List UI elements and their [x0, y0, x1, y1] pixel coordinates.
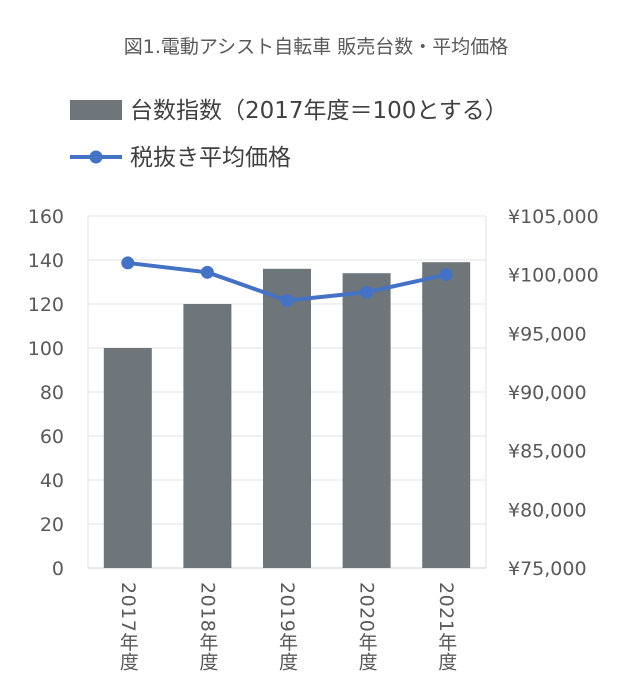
x-axis-tick-label: 2017年度: [117, 582, 139, 671]
x-axis-tick-label: 2018年度: [196, 582, 218, 671]
x-axis-tick-label: 2020年度: [356, 582, 378, 671]
bar: [103, 348, 152, 568]
right-axis-tick-label: ¥75,000: [508, 558, 587, 580]
right-axis-tick-label: ¥95,000: [508, 323, 587, 345]
right-axis-tick-label: ¥100,000: [508, 265, 599, 287]
left-axis-tick-label: 80: [40, 382, 64, 404]
legend-label-average-price: 税抜き平均価格: [130, 145, 291, 171]
left-axis-tick-label: 160: [28, 206, 64, 228]
legend: 台数指数（2017年度＝100とする） 税抜き平均価格: [70, 98, 508, 171]
right-axis-tick-label: ¥105,000: [508, 206, 599, 228]
bar: [342, 273, 391, 568]
legend-bar-swatch: [70, 100, 122, 120]
left-axis-tick-label: 0: [52, 558, 64, 580]
right-axis-tick-label: ¥90,000: [508, 382, 587, 404]
left-axis-tick-label: 20: [40, 514, 64, 536]
left-axis-tick-label: 60: [40, 426, 64, 448]
right-axis-labels: ¥75,000 ¥80,000 ¥85,000 ¥90,000 ¥95,000 ¥100,…: [508, 206, 599, 580]
left-axis-labels: 0 20 40 60 80 100 120 140 160: [28, 206, 64, 580]
price-point: [280, 293, 294, 307]
price-point: [200, 265, 214, 279]
legend-line-marker: [89, 150, 103, 164]
left-axis-tick-label: 100: [28, 338, 64, 360]
price-point: [360, 285, 374, 299]
bar: [263, 268, 311, 568]
left-axis-tick-label: 140: [28, 250, 64, 272]
right-axis-tick-label: ¥85,000: [508, 441, 587, 463]
chart-title: 図1.電動アシスト自転車 販売台数・平均価格: [124, 36, 508, 58]
line-series: [121, 256, 453, 307]
left-axis-tick-label: 40: [40, 470, 64, 492]
bar-series: [103, 262, 471, 568]
x-axis-tick-label: 2021年度: [435, 582, 457, 671]
x-axis-tick-label: 2019年度: [276, 582, 298, 671]
x-axis-labels: 2017年度 2018年度 2019年度 2020年度 2021年度: [117, 582, 457, 671]
bar: [422, 262, 471, 568]
right-axis-tick-label: ¥80,000: [508, 499, 587, 521]
price-point: [439, 268, 453, 282]
bar: [183, 304, 232, 568]
left-axis-tick-label: 120: [28, 294, 64, 316]
price-point: [121, 256, 135, 270]
legend-label-count-index: 台数指数（2017年度＝100とする）: [130, 98, 508, 124]
